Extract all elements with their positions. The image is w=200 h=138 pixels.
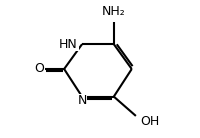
Text: N: N bbox=[77, 94, 87, 107]
Text: OH: OH bbox=[141, 115, 160, 128]
Text: HN: HN bbox=[59, 38, 78, 51]
Text: NH₂: NH₂ bbox=[102, 5, 126, 18]
Text: O: O bbox=[34, 63, 44, 75]
